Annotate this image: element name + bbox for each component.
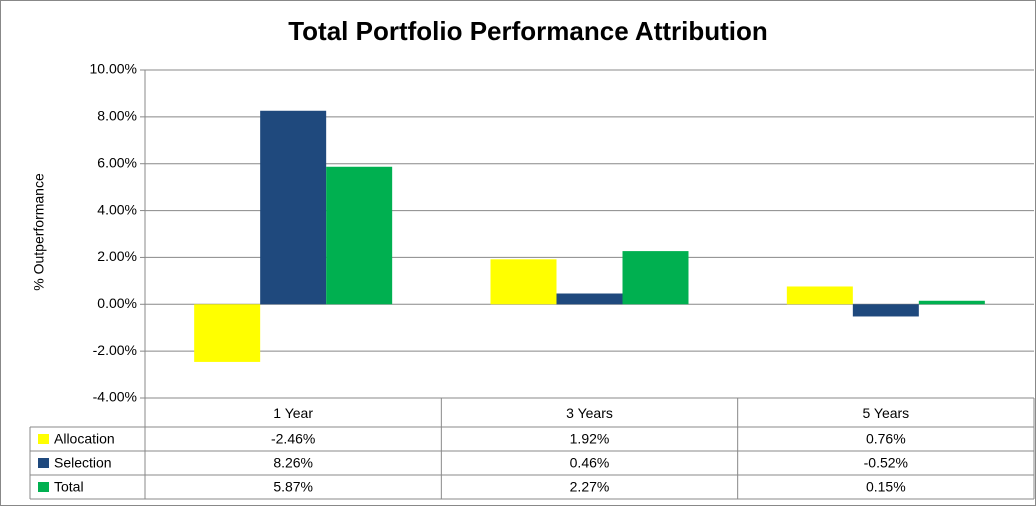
x-tick-label: 1 Year xyxy=(273,405,313,421)
legend-swatch xyxy=(38,434,49,444)
data-table-cell: 5.87% xyxy=(273,479,313,495)
y-tick-label: 4.00% xyxy=(97,201,137,217)
y-tick-label: 8.00% xyxy=(97,108,137,124)
y-tick-label: -2.00% xyxy=(93,342,137,358)
bar xyxy=(852,304,919,317)
data-table-cell: 1.92% xyxy=(570,431,610,447)
y-axis-label: % Outperformance xyxy=(31,173,47,291)
bar xyxy=(326,166,393,305)
y-tick-label: 2.00% xyxy=(97,248,137,264)
data-table-cell: 0.76% xyxy=(866,431,906,447)
y-tick-label: 10.00% xyxy=(90,61,137,77)
data-table-cell: -0.52% xyxy=(864,455,908,471)
chart-title: Total Portfolio Performance Attribution xyxy=(288,16,768,46)
data-table-cell: -2.46% xyxy=(271,431,315,447)
bar xyxy=(918,300,985,305)
x-tick-label: 5 Years xyxy=(862,405,909,421)
legend-label: Selection xyxy=(54,455,112,471)
x-tick-label: 3 Years xyxy=(566,405,613,421)
bar xyxy=(490,259,557,305)
y-tick-label: 0.00% xyxy=(97,295,137,311)
bar xyxy=(622,251,689,305)
y-tick-label: -4.00% xyxy=(93,389,137,405)
data-table-cell: 8.26% xyxy=(273,455,313,471)
bar xyxy=(194,304,261,362)
data-table-cell: 2.27% xyxy=(570,479,610,495)
data-table-cell: 0.15% xyxy=(866,479,906,495)
bar xyxy=(260,110,327,305)
data-table-cell: 0.46% xyxy=(570,455,610,471)
legend-swatch xyxy=(38,458,49,468)
bar xyxy=(786,286,853,305)
legend-swatch xyxy=(38,482,49,492)
legend-label: Total xyxy=(54,479,84,495)
legend-label: Allocation xyxy=(54,431,115,447)
y-tick-label: 6.00% xyxy=(97,154,137,170)
bar xyxy=(556,293,623,305)
